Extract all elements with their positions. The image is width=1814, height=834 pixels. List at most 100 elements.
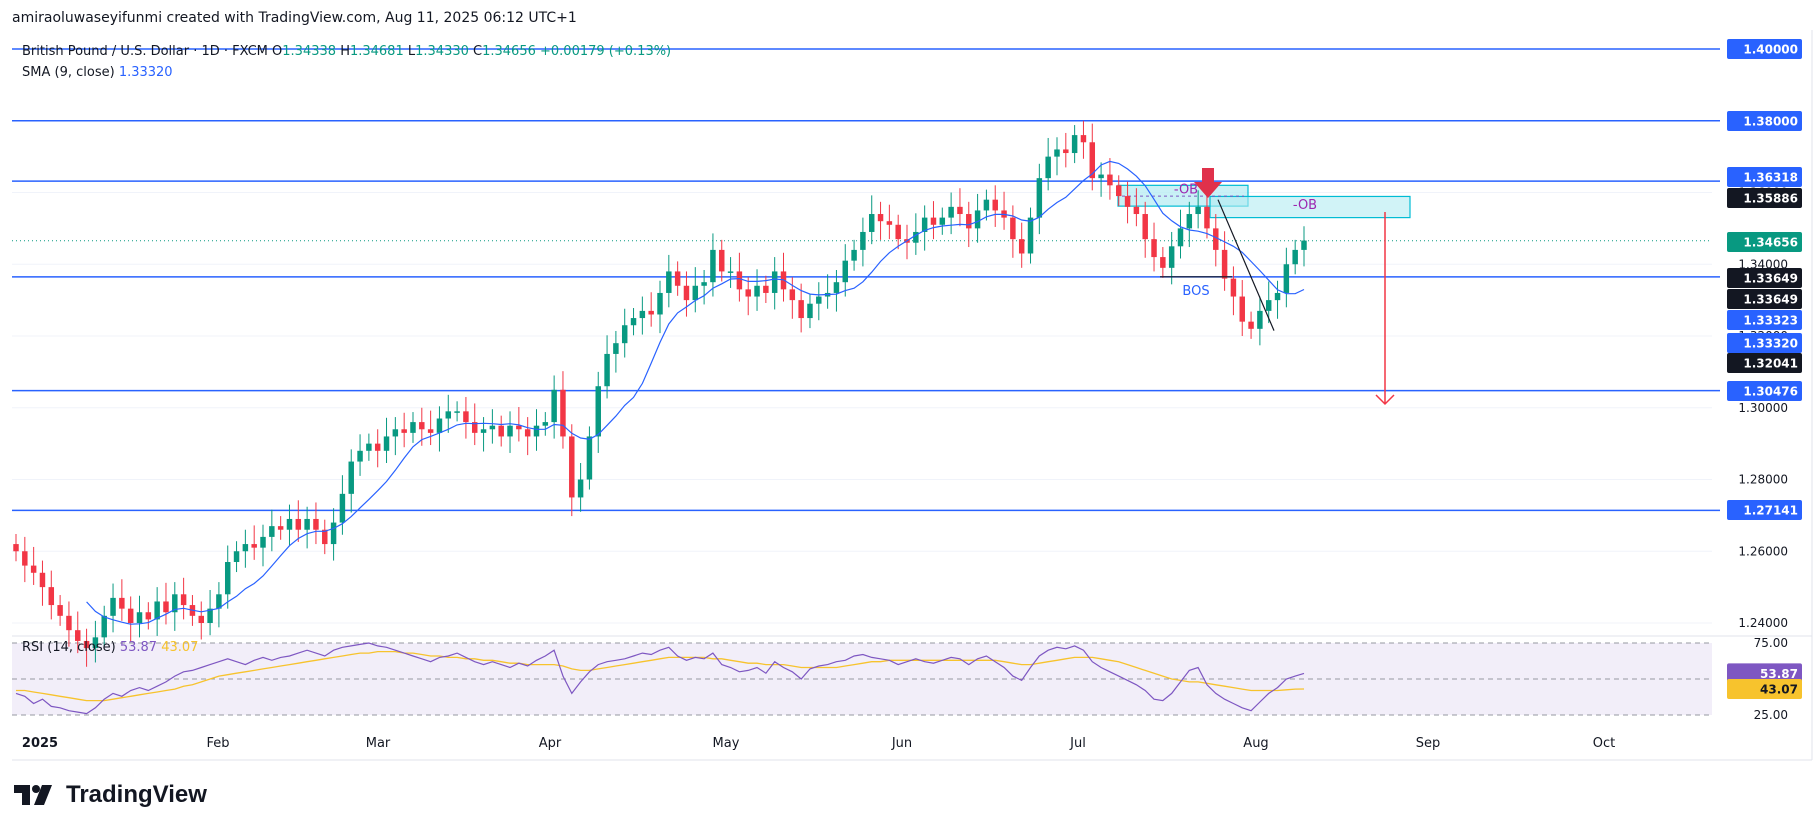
- candle-body: [1107, 174, 1113, 186]
- candle-body: [366, 443, 372, 451]
- price-axis[interactable]: 1.240001.260001.280001.300001.320001.340…: [1727, 39, 1802, 722]
- tradingview-logo[interactable]: TradingView: [14, 781, 207, 809]
- candle-body: [348, 461, 354, 494]
- candle-body: [39, 572, 46, 588]
- sma-legend: SMA (9, close) 1.33320: [22, 65, 173, 80]
- price-badge-label: 1.40000: [1743, 43, 1798, 57]
- time-axis-label: Feb: [206, 736, 229, 751]
- rsi-label: RSI (14, close): [22, 640, 116, 655]
- candle-body: [577, 479, 584, 498]
- candle-body: [498, 425, 504, 437]
- rsi-legend: RSI (14, close) 53.87 43.07: [22, 640, 198, 655]
- candle-body: [604, 353, 610, 387]
- candle-body: [886, 221, 893, 225]
- candle-body: [136, 612, 143, 623]
- time-axis-label: 2025: [22, 736, 58, 751]
- candle-body: [1027, 217, 1034, 254]
- candle-body: [1124, 196, 1131, 207]
- close-value: 1.34656: [482, 44, 536, 59]
- candle-body: [374, 443, 381, 451]
- candle-body: [983, 199, 990, 211]
- candle-body: [586, 436, 593, 480]
- symbol-title: British Pound / U.S. Dollar · 1D · FXCM: [22, 44, 268, 59]
- sma-line: [86, 160, 1305, 625]
- rsi-tick-label: 25.00: [1754, 708, 1788, 722]
- price-badge-label: 1.35886: [1743, 192, 1798, 206]
- candle-body: [445, 411, 452, 419]
- price-badge: [1727, 268, 1802, 288]
- candle-body: [719, 249, 725, 272]
- candle-body: [1168, 246, 1175, 268]
- time-axis-label: Jun: [891, 736, 912, 751]
- time-axis[interactable]: 2025 Feb Mar Apr May Jun Jul Aug Sep Oct: [22, 736, 1615, 751]
- candle-body: [630, 318, 637, 326]
- candle-body: [930, 217, 937, 225]
- candle-body: [277, 526, 284, 530]
- price-badge: [1727, 500, 1802, 520]
- trend-line: [1217, 199, 1275, 331]
- rsi-ma-badge: [1727, 678, 1802, 699]
- candle-body: [560, 389, 566, 437]
- close-label: C: [473, 44, 483, 59]
- candle-body: [304, 518, 310, 530]
- candle-body: [939, 217, 946, 225]
- candle-body: [1248, 321, 1254, 329]
- rsi-line: [15, 642, 1305, 715]
- candle-body: [1116, 185, 1122, 197]
- price-tick-label: 1.30000: [1738, 401, 1788, 415]
- time-axis-label: Oct: [1593, 736, 1615, 751]
- candle-body: [692, 285, 699, 301]
- candle-body: [1010, 217, 1016, 240]
- price-badge-label: 1.38000: [1743, 115, 1798, 129]
- candle-body: [657, 292, 663, 315]
- time-axis-label: May: [713, 736, 740, 751]
- candle-body: [639, 310, 646, 319]
- price-badge: [1727, 310, 1802, 330]
- candle-body: [948, 206, 954, 218]
- candle-body: [851, 249, 857, 261]
- candle-body: [895, 224, 901, 240]
- price-tick-label: 1.26000: [1738, 544, 1788, 558]
- time-axis-label: Aug: [1243, 736, 1268, 751]
- candle-body: [1071, 135, 1078, 154]
- price-badge-label: 1.30476: [1743, 385, 1798, 399]
- candle-body: [472, 422, 478, 433]
- candlestick-series: [13, 120, 1307, 667]
- price-badge: [1727, 353, 1802, 373]
- candle-body: [1239, 296, 1245, 322]
- candle-body: [524, 429, 531, 437]
- ob-label-2: -OB: [1293, 198, 1317, 213]
- candle-body: [710, 249, 716, 283]
- candle-body: [798, 300, 804, 319]
- candle-body: [1018, 239, 1025, 254]
- candle-body: [701, 282, 707, 286]
- candle-body: [727, 271, 734, 273]
- candle-body: [410, 422, 416, 433]
- candle-body: [207, 608, 213, 623]
- candle-body: [754, 285, 760, 297]
- bos-label: BOS: [1182, 284, 1209, 299]
- candle-body: [1301, 240, 1307, 250]
- change-value: +0.00179 (+0.13%): [540, 44, 672, 59]
- candle-body: [383, 436, 390, 451]
- rsi-ma-badge-label: 43.07: [1760, 682, 1798, 696]
- rsi-tick-label: 75.00: [1754, 636, 1788, 650]
- candle-body: [260, 536, 266, 548]
- open-value: 1.34338: [282, 44, 337, 59]
- candle-body: [13, 544, 19, 552]
- candle-body: [789, 289, 796, 301]
- price-badge: [1727, 333, 1802, 353]
- candle-body: [833, 282, 840, 293]
- candle-body: [842, 260, 848, 283]
- candle-body: [516, 425, 522, 430]
- price-badge: [1727, 167, 1802, 187]
- candle-body: [339, 493, 346, 523]
- candle-body: [322, 529, 328, 545]
- candle-body: [1274, 292, 1281, 301]
- candle-body: [877, 214, 884, 222]
- candle-body: [66, 615, 72, 631]
- candle-body: [1133, 206, 1140, 215]
- price-tick-label: 1.24000: [1738, 616, 1788, 630]
- ob-label-1: -OB: [1174, 183, 1198, 198]
